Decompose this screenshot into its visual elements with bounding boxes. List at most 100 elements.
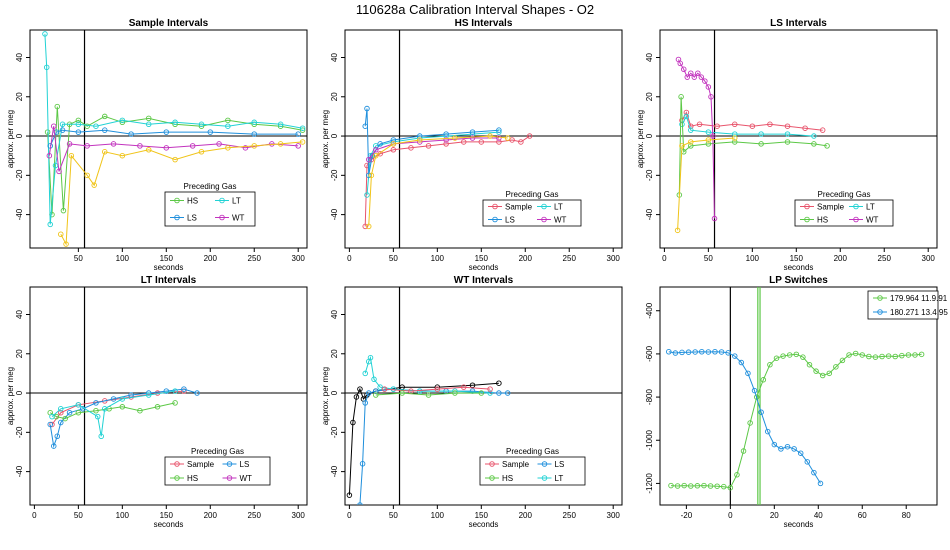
- x-tick-label: 150: [160, 254, 174, 263]
- data-point: [731, 135, 738, 141]
- x-tick-label: 300: [607, 511, 621, 520]
- x-tick-label: 50: [389, 511, 398, 520]
- data-point: [359, 461, 366, 467]
- series-line: [348, 382, 499, 496]
- legend-label: WT: [240, 474, 253, 483]
- data-point: [487, 133, 493, 139]
- y-tick-label: -800: [645, 389, 654, 406]
- data-point: [758, 409, 764, 415]
- x-tick-label: 0: [32, 511, 37, 520]
- data-point: [84, 143, 90, 149]
- data-point: [373, 392, 379, 398]
- data-point: [362, 400, 368, 406]
- legend-swatch-point: [219, 214, 225, 221]
- y-tick-label: 0: [15, 133, 24, 138]
- data-point: [194, 390, 200, 396]
- data-point: [712, 349, 718, 355]
- data-point: [749, 123, 756, 129]
- x-tick-label: 80: [902, 511, 911, 520]
- data-point: [806, 361, 813, 368]
- data-point: [705, 84, 712, 90]
- series-line: [677, 137, 735, 231]
- data-point: [692, 349, 698, 355]
- data-point: [885, 353, 892, 359]
- legend-label: LS: [555, 460, 565, 469]
- data-point: [443, 131, 449, 137]
- data-point: [771, 441, 778, 448]
- data-point: [684, 74, 691, 80]
- data-point: [198, 149, 205, 155]
- legend-label: HS: [187, 474, 198, 483]
- x-tick-label: 0: [728, 511, 733, 520]
- legend-label: HS: [817, 216, 828, 225]
- data-point: [443, 137, 449, 143]
- data-point: [680, 66, 687, 73]
- y-tick-label: 20: [330, 349, 339, 358]
- y-tick-label: 40: [645, 52, 654, 61]
- data-point: [705, 141, 712, 147]
- x-tick-label: 0: [347, 511, 352, 520]
- data-point: [371, 376, 377, 383]
- series-line: [681, 115, 814, 137]
- data-point: [846, 352, 852, 358]
- data-point: [745, 370, 751, 377]
- y-tick-label: 0: [15, 390, 24, 395]
- data-point: [679, 349, 685, 356]
- series-line: [60, 141, 303, 246]
- x-tick-label: 50: [74, 511, 83, 520]
- data-point: [110, 141, 117, 147]
- x-tick-label: 200: [204, 254, 218, 263]
- data-point: [362, 123, 368, 129]
- data-point: [504, 135, 511, 141]
- data-point: [295, 131, 301, 137]
- x-tick-label: 50: [704, 254, 713, 263]
- series-line: [48, 126, 299, 172]
- panel-title: HS Intervals: [455, 18, 513, 29]
- data-point: [839, 357, 846, 364]
- y-tick-label: -20: [330, 426, 339, 438]
- data-point: [708, 94, 714, 100]
- data-point: [691, 74, 698, 80]
- legend-label: LS: [240, 460, 250, 469]
- legend-label: HS: [502, 474, 513, 483]
- data-point: [145, 115, 152, 122]
- data-point: [786, 352, 793, 358]
- data-point: [44, 129, 51, 135]
- series-hs: [676, 94, 830, 198]
- panel-title: LT Intervals: [141, 275, 197, 286]
- panel-3: LS Intervals 0 50 100 150 200 250 300 -40 -20 0 20 4…: [636, 18, 938, 272]
- data-point: [58, 231, 64, 238]
- data-point: [172, 388, 178, 394]
- data-point: [110, 396, 117, 402]
- data-point: [98, 433, 104, 440]
- series-line: [678, 59, 715, 219]
- data-point: [277, 121, 284, 128]
- legend-label: LS: [505, 216, 515, 225]
- x-tick-label: 150: [475, 511, 489, 520]
- series-sample: [362, 133, 533, 230]
- panel-title: Sample Intervals: [129, 18, 209, 29]
- data-point: [63, 241, 69, 247]
- data-point: [784, 123, 791, 129]
- data-point: [758, 141, 764, 147]
- data-point: [698, 74, 705, 80]
- legend-label: LT: [232, 197, 241, 206]
- series-lt: [362, 354, 493, 396]
- data-point: [688, 143, 694, 149]
- series-hs: [47, 400, 178, 422]
- legend-swatch-point: [541, 216, 547, 223]
- data-point: [705, 349, 712, 355]
- data-point: [677, 60, 683, 67]
- data-point: [295, 143, 301, 149]
- x-tick-label: 100: [431, 511, 445, 520]
- data-point: [163, 129, 170, 135]
- data-point: [701, 482, 707, 489]
- data-point: [819, 372, 826, 379]
- data-point: [758, 131, 764, 137]
- legend-box: [482, 199, 582, 227]
- data-point: [425, 143, 432, 149]
- y-tick-label: 20: [330, 92, 339, 101]
- data-point: [780, 353, 786, 359]
- data-point: [49, 413, 55, 420]
- legend-label: LT: [555, 474, 564, 483]
